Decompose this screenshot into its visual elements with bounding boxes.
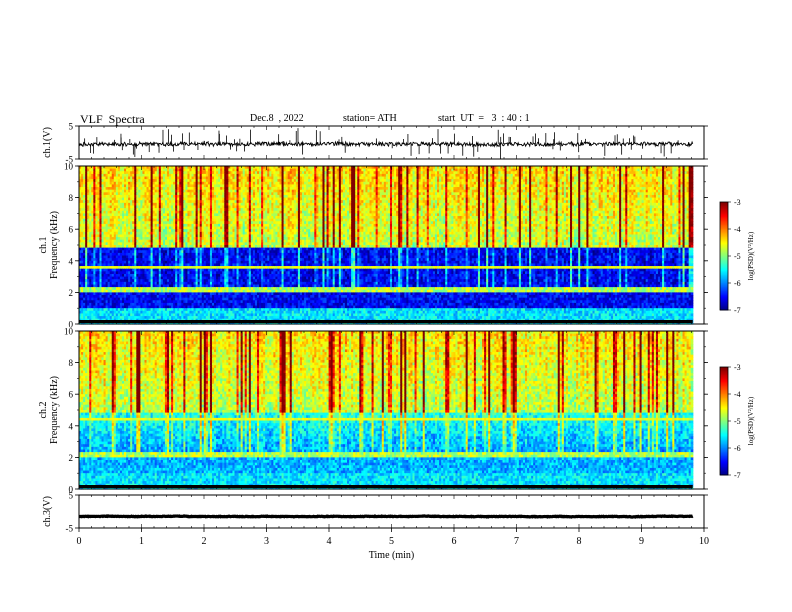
y-tick-label: 5: [69, 122, 74, 132]
spectrogram: [79, 166, 704, 325]
y-axis-label: ch.1(V): [42, 127, 53, 158]
